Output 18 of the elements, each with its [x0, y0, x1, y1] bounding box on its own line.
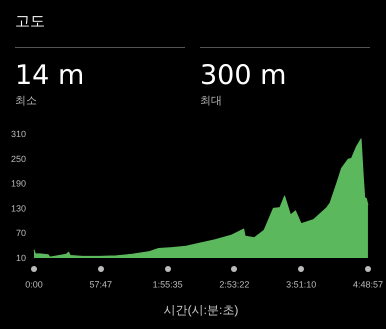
x-axis-title: 시간(시:분:초) — [164, 303, 238, 317]
chart-title: 고도 — [15, 12, 45, 31]
x-tick-label: 1:55:35 — [152, 280, 183, 290]
y-tick-label: 250 — [10, 154, 26, 164]
y-tick-label: 130 — [10, 203, 26, 214]
text: 14 m — [15, 60, 86, 91]
x-tick-label: 4:48:57 — [352, 280, 383, 290]
y-tick-label: 10 — [16, 253, 26, 263]
y-tick-label: 70 — [16, 228, 26, 238]
text: 300 m — [200, 60, 288, 91]
x-tick-label: 57:47 — [90, 280, 112, 290]
y-tick-label: 310 — [10, 129, 26, 139]
text: 최대 — [200, 93, 223, 108]
x-tick-label: 3:51:10 — [286, 280, 316, 290]
y-tick-label: 190 — [10, 178, 26, 189]
x-tick-label: 0:00 — [25, 280, 43, 290]
x-tick-label: 2:53:22 — [219, 280, 250, 290]
text: 최소 — [15, 93, 38, 108]
